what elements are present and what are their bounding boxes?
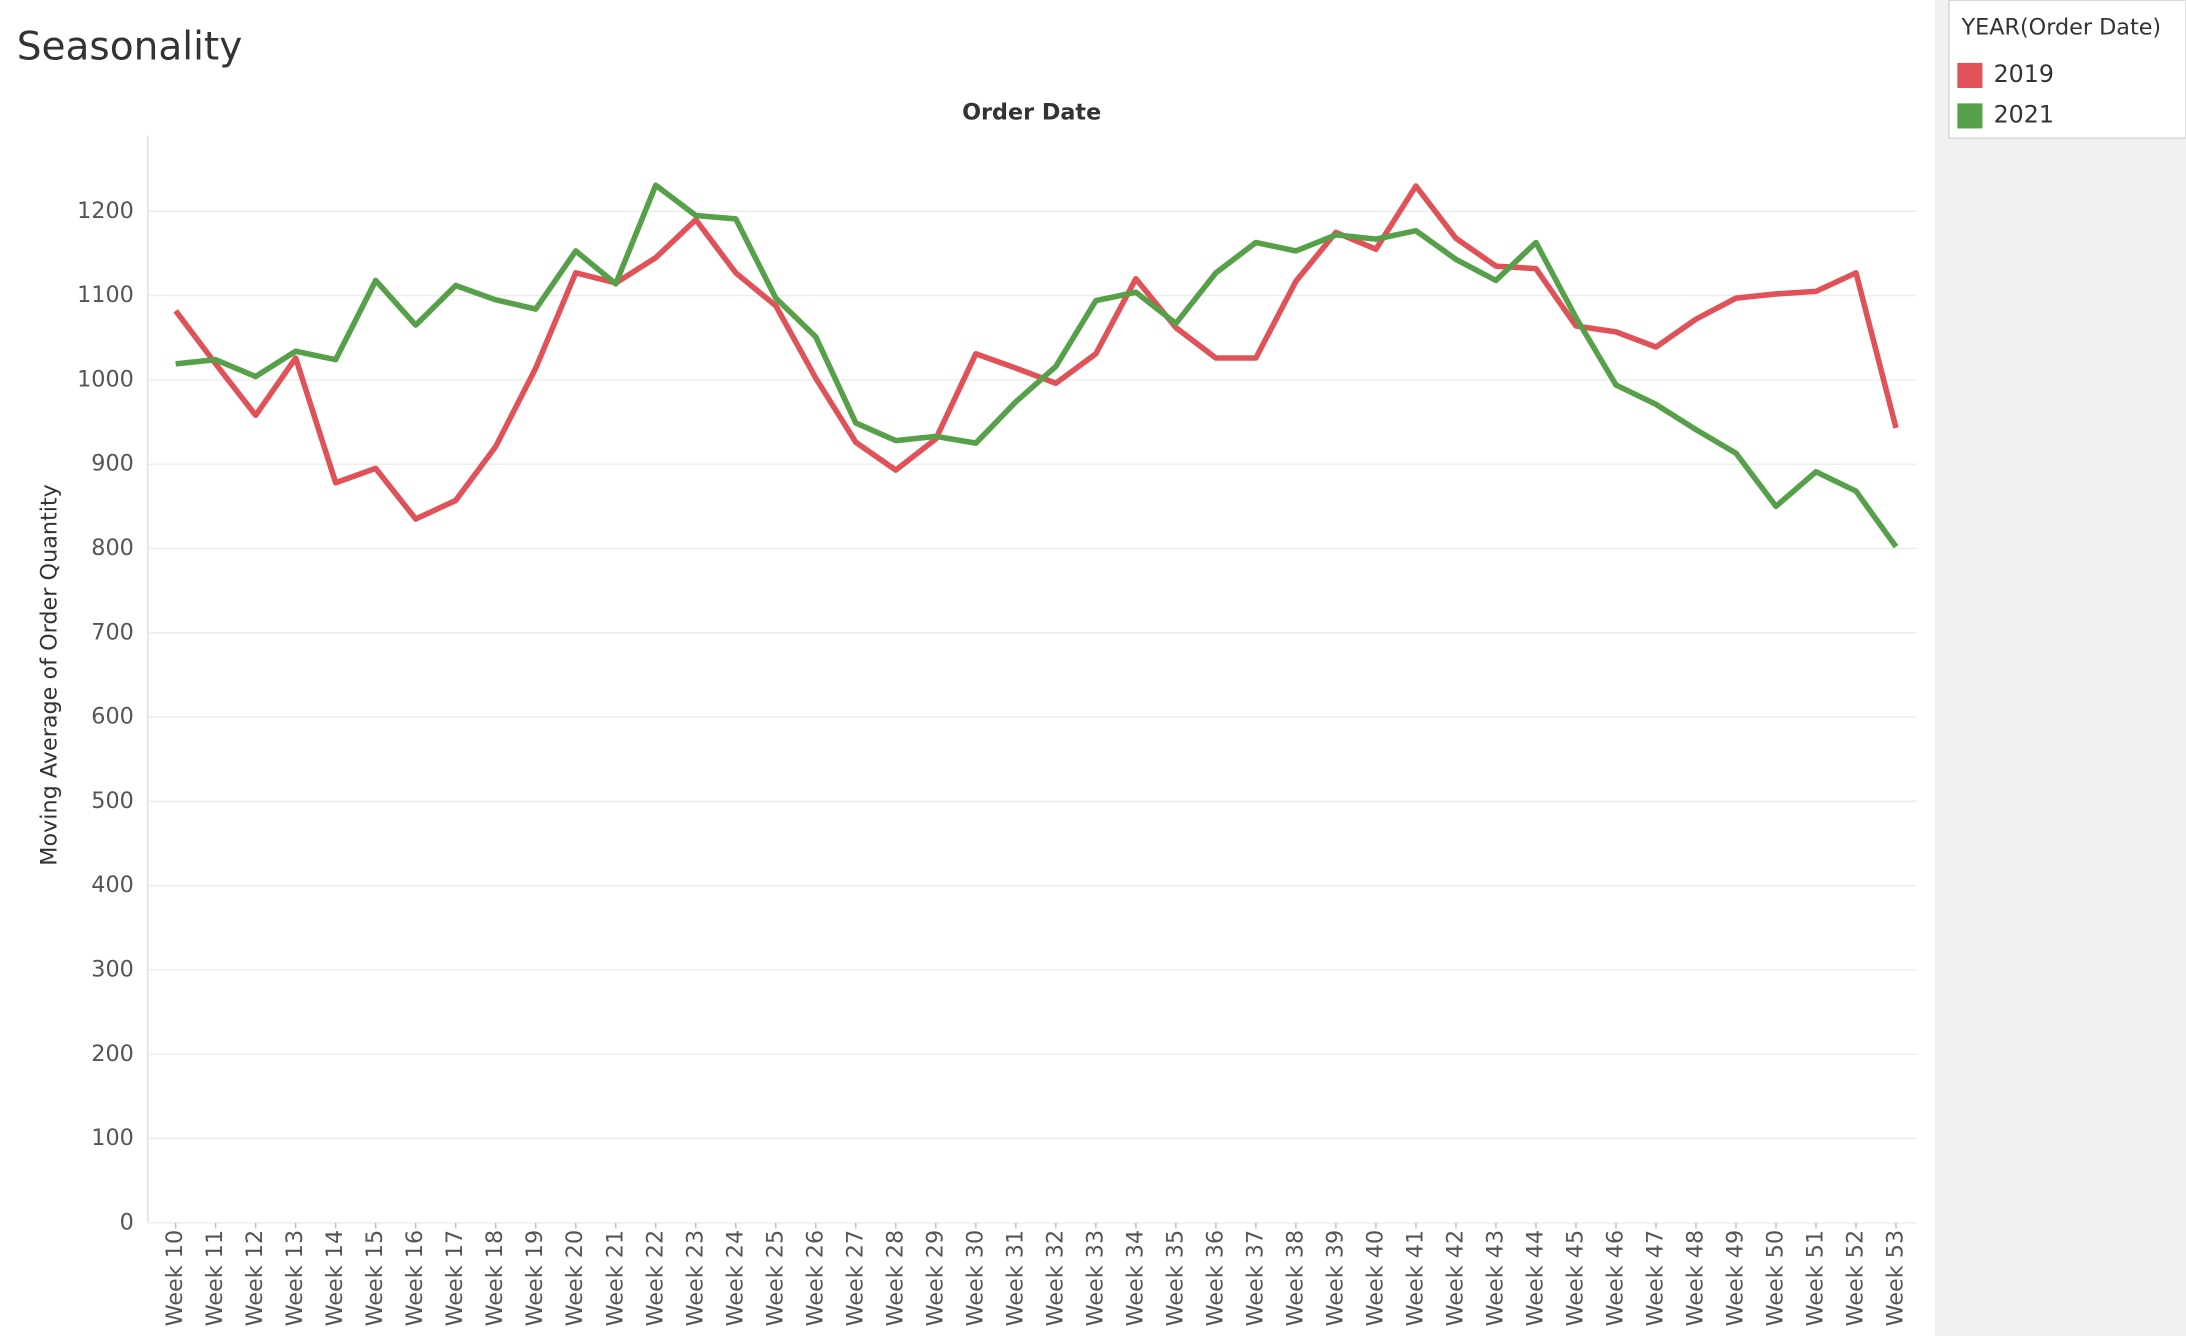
x-tick-label: Week 23 (682, 1230, 708, 1327)
y-tick-label: 0 (120, 1209, 134, 1235)
x-tick-label: Week 48 (1682, 1230, 1708, 1327)
y-tick-label: 700 (91, 619, 134, 645)
legend-swatch (1957, 62, 1983, 89)
y-tick-label: 1200 (77, 198, 134, 224)
legend-panel (1935, 0, 2186, 1336)
x-axis-title: Order Date (962, 100, 1101, 126)
series-line (175, 182, 1899, 549)
x-tick-label: Week 26 (802, 1230, 828, 1327)
x-tick-label: Week 42 (1442, 1230, 1468, 1327)
x-tick-label: Week 46 (1602, 1230, 1628, 1327)
x-tick-label: Week 32 (1042, 1230, 1068, 1327)
y-tick-label: 900 (91, 451, 134, 477)
x-tick-label: Week 30 (962, 1230, 988, 1327)
x-tick-label: Week 39 (1322, 1230, 1348, 1327)
x-tick-label: Week 41 (1402, 1230, 1428, 1327)
y-tick-label: 800 (91, 535, 134, 561)
series-line (173, 183, 1899, 522)
x-tick-label: Week 11 (202, 1230, 228, 1327)
y-axis-title: Moving Average of Order Quantity (37, 484, 63, 866)
x-tick-label: Week 24 (722, 1230, 748, 1327)
x-tick-label: Week 18 (482, 1230, 508, 1327)
x-tick-label: Week 16 (402, 1230, 428, 1327)
legend-title: YEAR(Order Date) (1961, 15, 2162, 41)
x-tick-label: Week 33 (1082, 1230, 1108, 1327)
x-tick-label: Week 53 (1883, 1230, 1909, 1327)
x-tick-label: Week 38 (1282, 1230, 1308, 1327)
chart-title: Seasonality (17, 25, 243, 70)
x-tick-label: Week 45 (1562, 1230, 1588, 1327)
legend-label: 2021 (1994, 100, 2054, 128)
x-tick-label: Week 40 (1362, 1230, 1388, 1327)
y-tick-label: 400 (91, 872, 134, 898)
y-tick-label: 100 (91, 1125, 134, 1151)
y-tick-label: 300 (91, 956, 134, 982)
legend-label: 2019 (1994, 60, 2054, 88)
x-tick-label: Week 51 (1803, 1230, 1829, 1327)
legend-box (1948, 0, 2186, 139)
x-tick-label: Week 37 (1242, 1230, 1268, 1327)
x-tick-label: Week 20 (562, 1230, 588, 1327)
legend-swatch (1957, 103, 1983, 129)
x-tick-label: Week 52 (1843, 1230, 1869, 1327)
y-tick-label: 200 (91, 1041, 134, 1067)
x-tick-label: Week 44 (1522, 1230, 1548, 1327)
y-tick-label: 1100 (77, 282, 134, 308)
x-tick-label: Week 14 (322, 1230, 348, 1327)
x-tick-label: Week 19 (522, 1230, 548, 1327)
x-tick-label: Week 28 (882, 1230, 908, 1327)
x-tick-label: Week 36 (1202, 1230, 1228, 1327)
x-tick-label: Week 50 (1762, 1230, 1788, 1327)
x-tick-label: Week 43 (1482, 1230, 1508, 1327)
x-tick-label: Week 15 (362, 1230, 388, 1327)
x-tick-label: Week 10 (162, 1230, 188, 1327)
x-tick-label: Week 21 (602, 1230, 628, 1327)
x-tick-label: Week 13 (282, 1230, 308, 1327)
x-tick-label: Week 35 (1162, 1230, 1188, 1327)
x-tick-label: Week 17 (442, 1230, 468, 1327)
y-tick-label: 600 (91, 704, 134, 730)
x-tick-label: Week 12 (242, 1230, 268, 1327)
y-tick-label: 500 (91, 788, 134, 814)
x-tick-label: Week 25 (762, 1230, 788, 1327)
x-tick-label: Week 29 (922, 1230, 948, 1327)
x-tick-label: Week 22 (642, 1230, 668, 1327)
x-tick-label: Week 31 (1002, 1230, 1028, 1327)
x-tick-label: Week 47 (1642, 1230, 1668, 1327)
y-tick-label: 1000 (77, 366, 134, 392)
x-tick-label: Week 49 (1722, 1230, 1748, 1327)
x-tick-label: Week 27 (842, 1230, 868, 1327)
x-tick-label: Week 34 (1122, 1230, 1148, 1327)
